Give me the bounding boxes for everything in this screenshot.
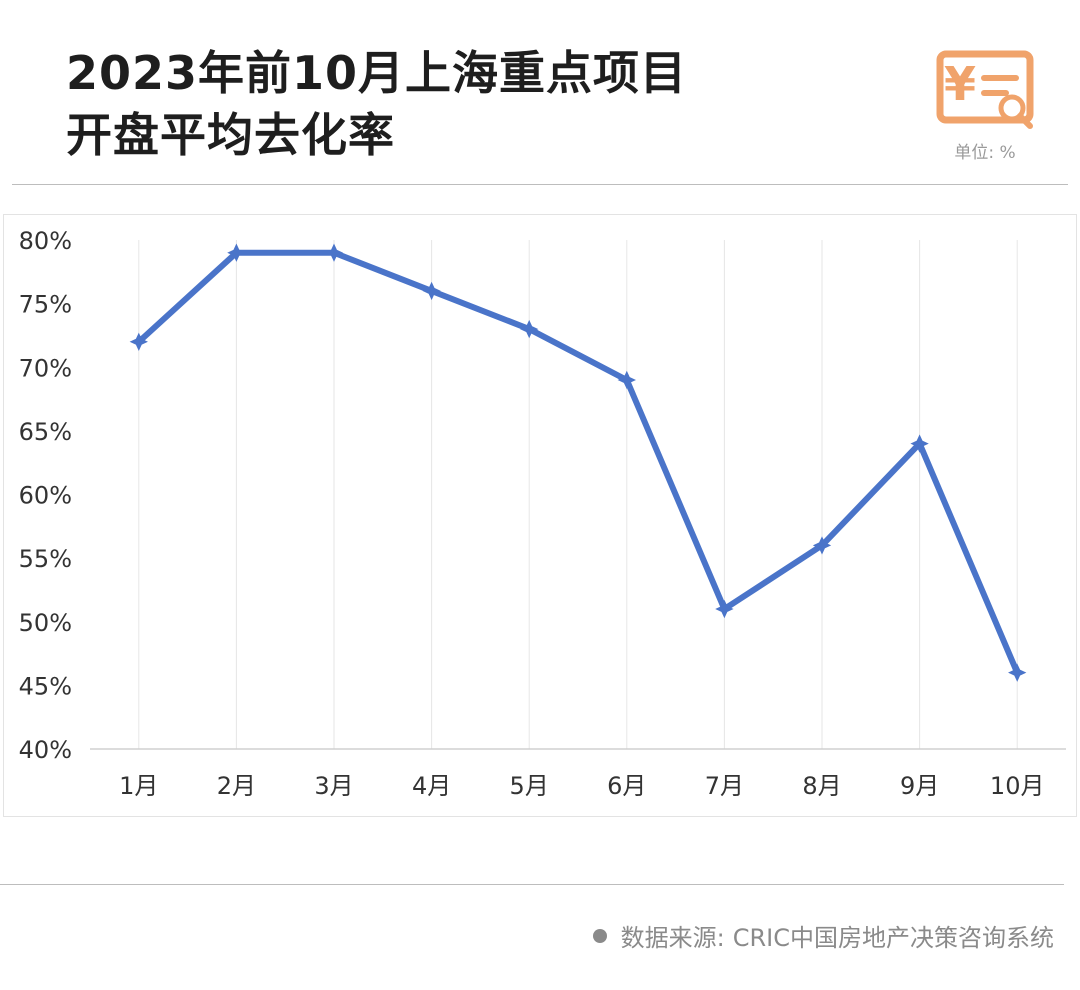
y-tick-label: 55%	[19, 545, 72, 573]
y-tick-label: 50%	[19, 609, 72, 637]
chart-title-line1: 2023年前10月上海重点项目	[66, 46, 688, 100]
y-tick-label: 70%	[19, 354, 72, 382]
unit-label: 单位: %	[954, 143, 1016, 163]
data-point	[1008, 663, 1027, 682]
x-tick-label: 9月	[900, 772, 939, 800]
data-point	[129, 332, 148, 351]
yuan-document-magnifier-icon: ¥	[936, 50, 1034, 129]
data-point	[324, 243, 344, 262]
y-tick-label: 65%	[19, 418, 72, 446]
x-tick-label: 7月	[705, 772, 744, 800]
data-point	[617, 370, 636, 390]
svg-text:¥: ¥	[944, 57, 976, 111]
y-tick-label: 75%	[19, 291, 72, 319]
x-tick-label: 4月	[412, 772, 451, 800]
x-tick-label: 8月	[802, 772, 841, 800]
y-tick-label: 40%	[19, 736, 72, 764]
source-text: CRIC中国房地产决策咨询系统	[732, 924, 1054, 952]
x-tick-label: 2月	[217, 772, 256, 800]
x-tick-label: 6月	[607, 772, 646, 800]
x-tick-label: 5月	[510, 772, 549, 800]
header-divider	[12, 184, 1068, 185]
x-tick-label: 3月	[314, 772, 353, 800]
source-label: 数据来源:	[620, 924, 725, 952]
data-point	[715, 599, 734, 619]
chart-title: 2023年前10月上海重点项目 开盘平均去化率	[66, 42, 826, 166]
bullet-icon	[592, 928, 607, 943]
y-tick-label: 80%	[19, 227, 72, 255]
y-tick-label: 45%	[19, 672, 72, 700]
data-point	[812, 536, 832, 555]
x-tick-label: 10月	[990, 772, 1045, 800]
data-point	[520, 319, 539, 339]
chart-frame	[3, 214, 1077, 817]
data-point	[422, 281, 441, 301]
data-source: 数据来源: CRIC中国房地产决策咨询系统	[592, 918, 1054, 953]
x-tick-label: 1月	[119, 772, 158, 800]
footer-divider	[0, 884, 1064, 885]
y-tick-label: 60%	[19, 482, 72, 510]
data-point	[227, 243, 246, 262]
data-point	[910, 434, 929, 453]
series-line	[135, 249, 1021, 676]
chart-title-line2: 开盘平均去化率	[66, 108, 395, 162]
